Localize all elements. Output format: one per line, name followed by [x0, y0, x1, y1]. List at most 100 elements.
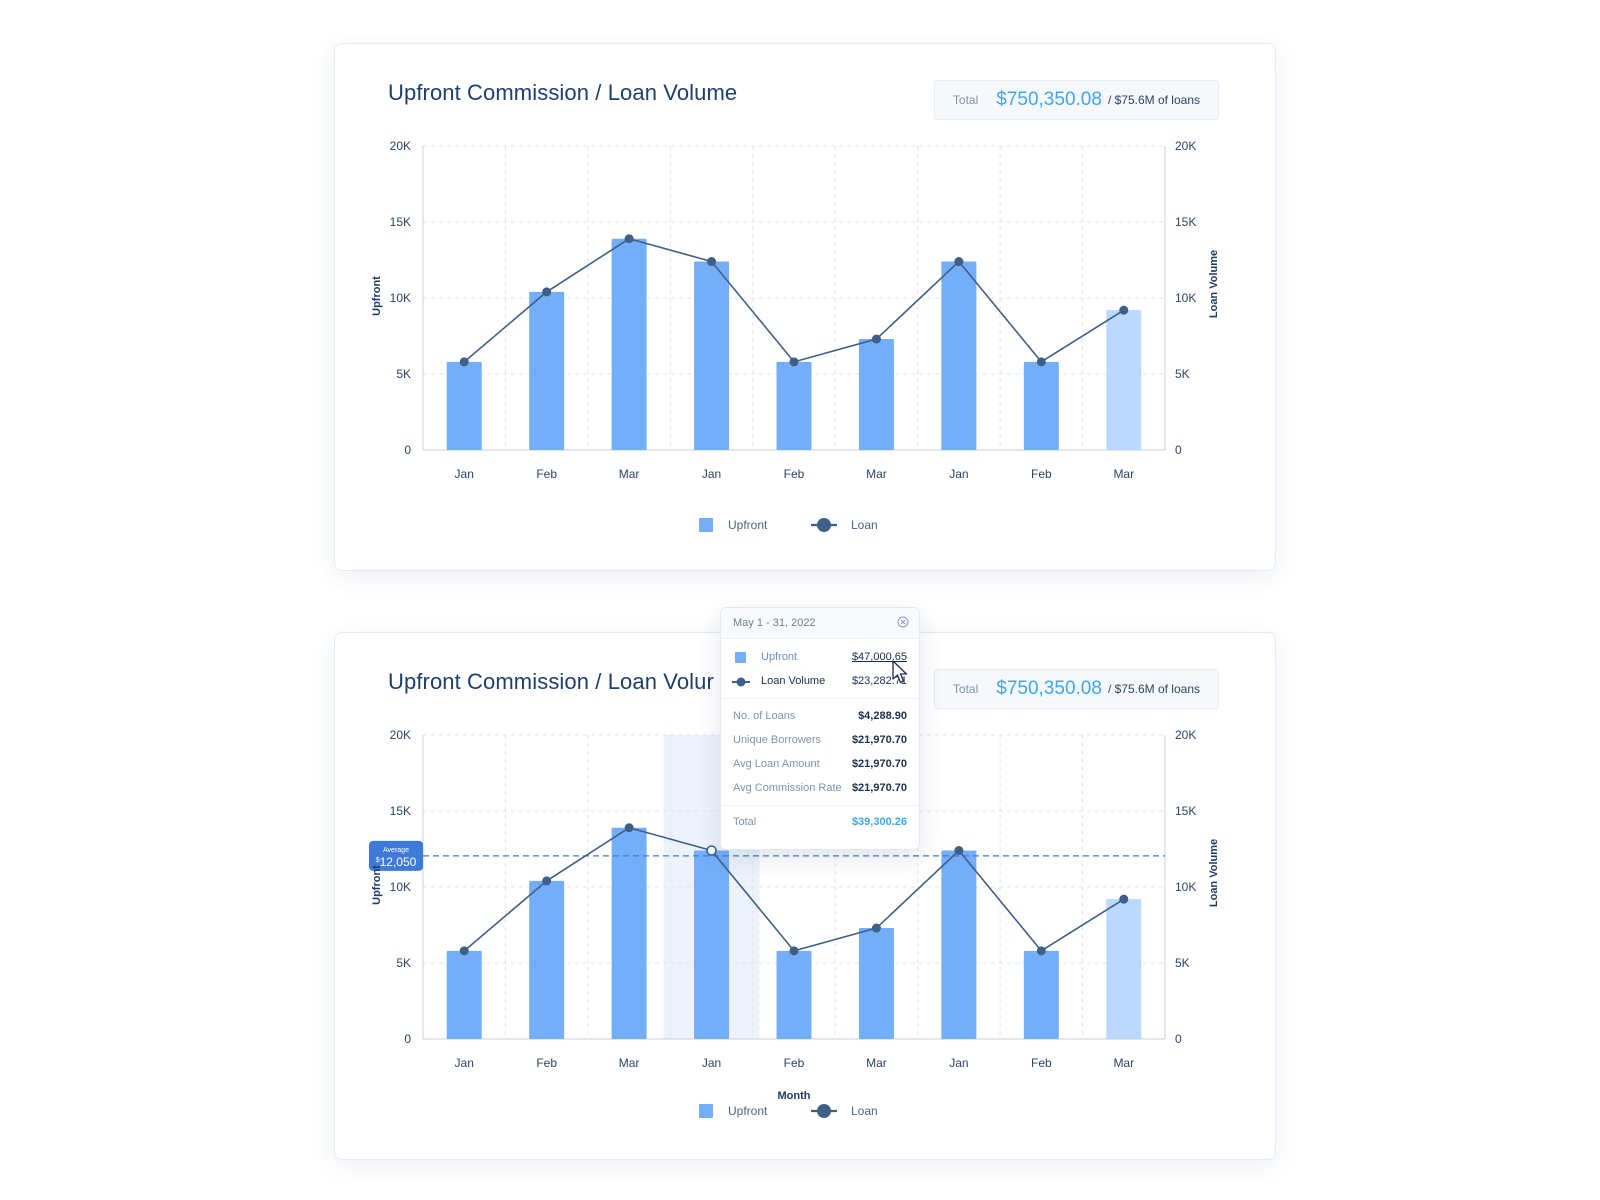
point-loan [1036, 357, 1046, 367]
y2-tick-label: 20K [1175, 139, 1196, 153]
tooltip-label: Unique Borrowers [733, 734, 822, 746]
bar-upfront [529, 880, 565, 1039]
x-tick-label: Feb [536, 467, 557, 481]
y-tick-label: 20K [390, 139, 411, 153]
average-currency: $ [376, 857, 380, 864]
x-tick-label: Feb [1031, 1056, 1052, 1070]
point-loan [871, 923, 881, 933]
bar-upfront [694, 850, 730, 1039]
y-tick-label: 5K [396, 956, 411, 970]
loan-line-icon [732, 677, 750, 687]
bar-upfront [611, 238, 647, 450]
bar-upfront [776, 950, 812, 1039]
bar-upfront [941, 850, 977, 1039]
legend-loan-label: Loan [851, 1104, 878, 1118]
tooltip-value: $21,970.70 [851, 734, 907, 746]
y2-tick-label: 20K [1175, 728, 1196, 742]
point-loan [542, 287, 552, 297]
tooltip-value: $21,970.70 [851, 782, 907, 794]
point-loan [789, 357, 799, 367]
bar-upfront [611, 827, 647, 1039]
tooltip-value: $21,970.70 [851, 758, 907, 770]
bar-upfront [1023, 361, 1059, 450]
x-tick-label: Jan [702, 467, 721, 481]
bar-upfront [858, 928, 894, 1039]
bar-upfront [858, 339, 894, 450]
tooltip-row-upfront: Upfront $47,000.65 [733, 650, 907, 666]
bar-upfront [446, 361, 482, 450]
x-tick-label: Feb [784, 1056, 805, 1070]
bar-upfront [529, 291, 565, 450]
point-loan [789, 946, 799, 956]
bar-upfront [1106, 310, 1142, 450]
chart-title: Upfront Commission / Loan Volur [388, 669, 714, 694]
close-circle-icon[interactable] [897, 616, 909, 628]
point-loan [624, 234, 634, 244]
upfront-swatch-icon [735, 652, 746, 663]
legend-loan-dot-icon [817, 518, 831, 532]
y2-tick-label: 15K [1175, 215, 1196, 229]
x-tick-label: Mar [1113, 1056, 1134, 1070]
bar-upfront [694, 261, 730, 450]
cursor-pointer-icon [892, 660, 908, 684]
tooltip-row-stat: No. of Loans $4,288.90 [733, 709, 907, 725]
legend-loan-label: Loan [851, 518, 878, 532]
average-badge [369, 840, 423, 871]
bar-upfront [776, 361, 812, 450]
point-loan [1036, 946, 1046, 956]
y2-axis-title: Loan Volume [1208, 839, 1220, 907]
average-amount: 12,050 [380, 855, 417, 869]
bar-upfront [446, 950, 482, 1039]
x-tick-label: Mar [619, 1056, 640, 1070]
point-loan [542, 876, 552, 886]
x-tick-label: Jan [702, 1056, 721, 1070]
legend-upfront-label: Upfront [728, 1104, 768, 1118]
tooltip-divider [721, 805, 919, 806]
tooltip-row-loan-volume: Loan Volume $23,282.71 [732, 674, 907, 690]
chart-card-upfront-loan-hover: Upfront Commission / Loan Volur Total $7… [334, 632, 1276, 1160]
total-summary: Total $750,350.08 / $75.6M of loans [933, 80, 1219, 120]
x-tick-label: Feb [784, 467, 805, 481]
y-tick-label: 15K [390, 215, 411, 229]
tooltip-row-stat: Unique Borrowers $21,970.70 [733, 733, 907, 749]
y2-tick-label: 0 [1175, 443, 1182, 457]
total-summary: Total $750,350.08 / $75.6M of loans [933, 669, 1219, 709]
x-tick-label: Feb [1031, 467, 1052, 481]
tooltip-value: $4,288.90 [858, 710, 907, 722]
tooltip-total-value: $39,300.26 [851, 816, 907, 828]
total-loans: / $75.6M of loans [1107, 682, 1200, 696]
point-loan [871, 334, 881, 344]
point-loan [624, 823, 634, 833]
point-loan [459, 357, 469, 367]
chart-card-upfront-loan: Upfront Commission / Loan Volume Total $… [334, 43, 1276, 571]
x-tick-label: Jan [949, 467, 968, 481]
tooltip-label: Avg Loan Amount [733, 758, 820, 770]
y2-tick-label: 15K [1175, 804, 1196, 818]
y-tick-label: 10K [390, 291, 411, 305]
x-tick-label: Jan [455, 1056, 474, 1070]
y2-tick-label: 10K [1175, 880, 1196, 894]
point-loan [1119, 894, 1129, 904]
tooltip-label: Avg Commission Rate [733, 782, 842, 794]
bar-upfront [1106, 899, 1142, 1039]
tooltip-header: May 1 - 31, 2022 [721, 608, 919, 639]
tooltip-value[interactable]: $47,000.65 [851, 651, 907, 663]
average-badge-label: Average [383, 847, 409, 854]
y-tick-label: 5K [396, 367, 411, 381]
x-axis-title: Month [778, 1090, 811, 1102]
legend-upfront-swatch-icon [699, 1104, 713, 1118]
tooltip-row-stat: Avg Commission Rate $21,970.70 [733, 781, 907, 797]
x-tick-label: Jan [949, 1056, 968, 1070]
point-loan [954, 846, 964, 856]
legend-loan-dot-icon [817, 1104, 831, 1118]
tooltip-row-stat: Avg Loan Amount $21,970.70 [733, 757, 907, 773]
x-tick-label: Mar [866, 1056, 887, 1070]
total-value: $750,350.08 [996, 89, 1102, 110]
x-tick-label: Feb [536, 1056, 557, 1070]
legend-upfront-label: Upfront [728, 518, 768, 532]
y2-tick-label: 5K [1175, 367, 1190, 381]
tooltip-total-label: Total [733, 816, 757, 828]
y-tick-label: 15K [390, 804, 411, 818]
y-tick-label: 0 [404, 1032, 411, 1046]
total-loans: / $75.6M of loans [1107, 93, 1200, 107]
